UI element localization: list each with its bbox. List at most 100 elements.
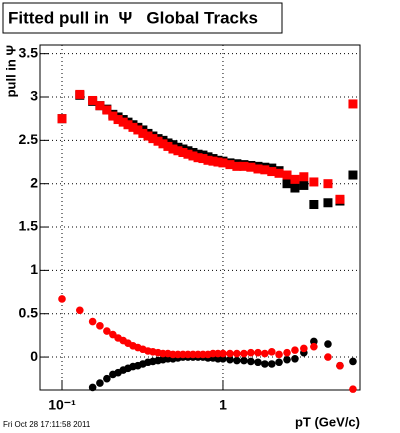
marker [349, 357, 357, 366]
marker [128, 122, 138, 132]
marker [118, 117, 128, 127]
footer: Fri Oct 28 17:11:58 2011 [3, 420, 91, 429]
marker [88, 383, 97, 392]
marker [253, 164, 263, 174]
y-tick-label: 0.5 [19, 304, 39, 320]
marker [274, 168, 284, 178]
chart-title: Fitted pull in Ψ Global Tracks [8, 8, 258, 27]
marker [275, 350, 283, 359]
marker [143, 131, 153, 141]
marker [309, 199, 319, 209]
marker [108, 111, 118, 121]
marker [348, 170, 358, 180]
marker [349, 385, 357, 393]
marker [163, 141, 173, 151]
marker [310, 342, 318, 351]
marker [103, 327, 111, 335]
marker [178, 147, 188, 157]
marker [103, 374, 111, 383]
marker [148, 134, 158, 144]
marker [219, 354, 227, 363]
marker [247, 357, 255, 366]
marker [261, 360, 269, 368]
marker [290, 183, 300, 193]
marker [226, 355, 234, 364]
marker [113, 115, 123, 125]
y-tick-label: 1.5 [19, 218, 39, 234]
marker [158, 139, 168, 149]
marker [282, 179, 292, 189]
y-tick-label: 3 [30, 88, 38, 104]
marker [203, 155, 213, 165]
marker [260, 165, 270, 175]
marker [173, 146, 183, 156]
marker [213, 157, 223, 167]
marker [95, 101, 105, 111]
marker [300, 344, 308, 353]
marker [323, 198, 333, 208]
y-tick-label: 3.5 [19, 44, 39, 60]
marker [138, 128, 148, 138]
marker [133, 125, 143, 135]
marker [299, 172, 309, 182]
marker [233, 356, 241, 365]
marker [283, 355, 291, 364]
y-tick-label: 0 [30, 348, 38, 364]
marker [239, 161, 249, 171]
marker [310, 337, 318, 346]
marker [309, 177, 319, 187]
marker [247, 348, 255, 357]
marker [254, 348, 262, 357]
marker [291, 354, 299, 363]
marker [225, 160, 235, 170]
y-tick-label: 2.5 [19, 131, 39, 147]
marker [168, 144, 178, 154]
y-axis-label: pull in Ψ [3, 45, 18, 97]
marker [75, 89, 85, 99]
marker [76, 306, 84, 315]
marker [193, 153, 203, 163]
marker [218, 158, 228, 168]
marker [336, 361, 344, 370]
marker [275, 358, 283, 367]
marker [261, 349, 269, 358]
y-tick-label: 1 [30, 261, 38, 277]
marker [291, 346, 299, 354]
x-tick-label: 1 [219, 397, 227, 413]
x-tick-label: 10⁻¹ [48, 397, 76, 413]
marker [323, 179, 333, 189]
marker [102, 105, 112, 115]
y-tick-label: 2 [30, 174, 38, 190]
marker [88, 317, 97, 326]
marker [324, 340, 332, 348]
marker [240, 356, 248, 365]
marker [232, 161, 242, 171]
marker [267, 360, 276, 368]
marker [96, 322, 104, 330]
marker [335, 194, 345, 204]
title-box [2, 2, 283, 34]
marker [267, 167, 277, 177]
marker [233, 349, 241, 358]
marker [226, 349, 234, 358]
marker [348, 99, 358, 109]
marker [153, 136, 163, 146]
plot-frame [39, 44, 361, 391]
marker [267, 348, 276, 356]
marker [283, 348, 291, 357]
marker [240, 349, 248, 358]
marker [282, 170, 292, 180]
marker [58, 295, 66, 303]
marker [183, 149, 193, 159]
marker [123, 120, 133, 130]
marker [208, 156, 218, 166]
marker [324, 353, 332, 361]
marker [254, 358, 262, 367]
marker [57, 114, 67, 124]
marker [290, 174, 300, 184]
marker [188, 151, 198, 161]
marker [96, 379, 104, 387]
marker [246, 162, 256, 172]
